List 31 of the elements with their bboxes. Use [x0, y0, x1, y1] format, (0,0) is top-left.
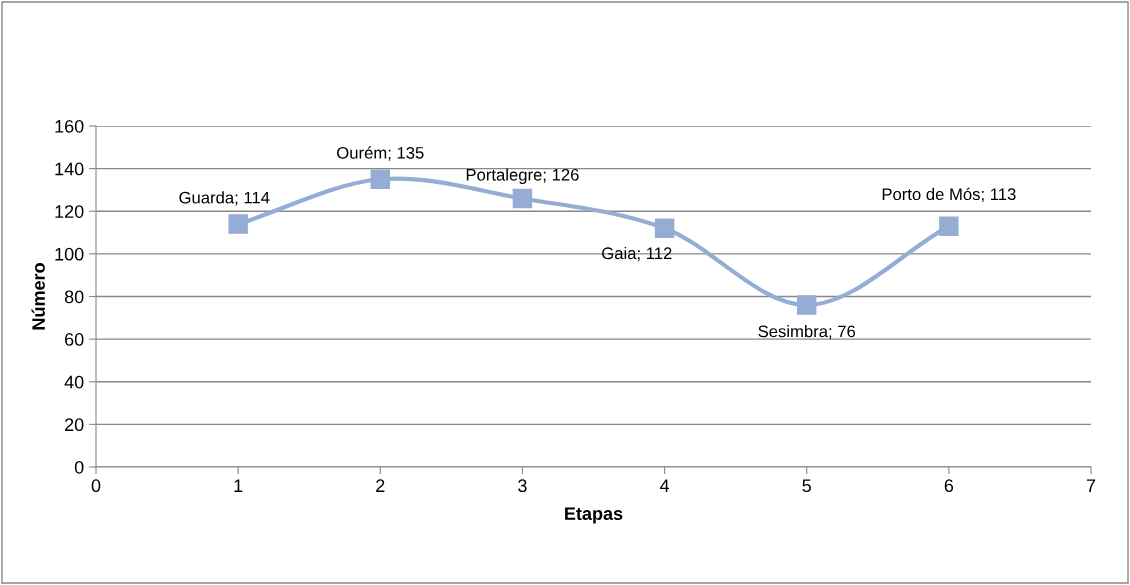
x-tick-label: 7	[1086, 479, 1096, 492]
x-tick-label: 5	[802, 479, 811, 493]
point	[654, 218, 675, 239]
x-tick-label: 1	[234, 479, 243, 492]
y-tick-label: 20	[65, 418, 84, 432]
point	[512, 188, 533, 209]
y-tick-label: 40	[64, 375, 84, 389]
x-tick-label: 6	[944, 479, 954, 493]
data-label: Ourém; 135	[337, 146, 424, 161]
data-label: Portalegre; 126	[466, 168, 579, 185]
y-tick-label: 80	[64, 290, 84, 304]
x-tick-label: 0	[91, 479, 101, 493]
data-label: Porto de Mós; 113	[882, 187, 1016, 203]
data-label: Gaia; 112	[602, 246, 672, 262]
x-tick-label: 3	[518, 479, 527, 493]
data-label: Guarda; 114	[179, 191, 270, 206]
x-tick-label: 4	[659, 479, 670, 492]
y-tick-label: 60	[65, 333, 84, 346]
point	[228, 214, 248, 234]
point	[939, 216, 959, 236]
y-tick-label: 100	[55, 247, 84, 261]
x-axis-title: Etapas	[565, 507, 623, 524]
point	[796, 295, 817, 315]
y-tick-label: 140	[55, 162, 84, 176]
y-tick-label: 0	[74, 460, 84, 474]
x-tick-label: 2	[376, 479, 385, 492]
y-axis-title: Número	[31, 263, 45, 330]
y-tick-label: 120	[55, 205, 84, 218]
point	[370, 169, 391, 190]
y-tick-label: 160	[55, 119, 84, 133]
data-label: Sesimbra; 76	[758, 325, 856, 340]
